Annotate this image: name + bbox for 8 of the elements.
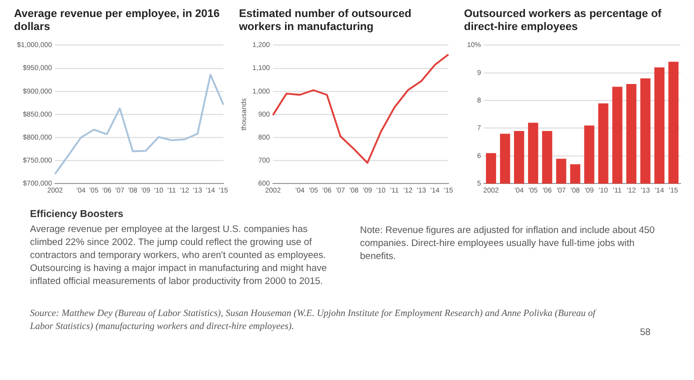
- chart-title: Estimated number of outsourced workers in manufacturing: [239, 8, 412, 35]
- text: Average revenue per employee at the largest U.S. companies has climbed 22% since 2002. The jump could reflect the growing use of contractors and temporary workers, who aren't counted as employees. Outsourcing is having a major impact in manufacturing and might have inflated official measurements of labor productivity from 2000 to 2015.: [30, 223, 328, 288]
- chart-title: Outsourced workers as percentage of direct-hire employees: [464, 8, 662, 35]
- source-note: Source: Matthew Dey (Bureau of Labor Statistics), Susan Houseman (W.E. Upjohn Institute for Employment Research) and Anne Polivka (Bureau of Labor Statistics) (manufacturing workers and direct-hire employees).: [30, 308, 598, 334]
- text: Efficiency Boosters: [30, 208, 124, 221]
- text: 58: [640, 326, 651, 339]
- chart-title: Average revenue per employee, in 2016 dollars: [14, 8, 221, 35]
- text: Note: Revenue figures are adjusted for inflation and include about 450 companies. Direct-hire employees usually have full-time jobs with benefits.: [360, 224, 656, 263]
